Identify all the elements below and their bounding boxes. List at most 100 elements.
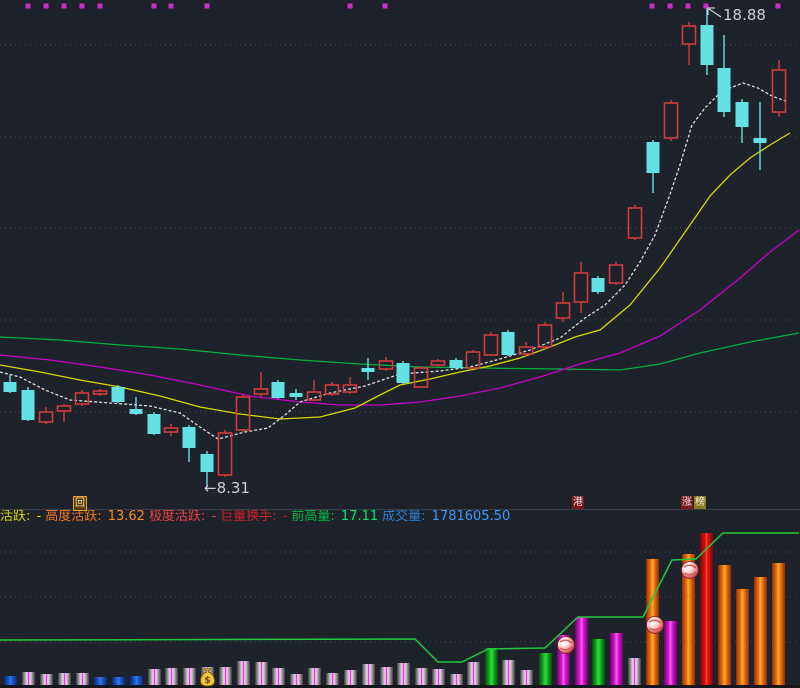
chart-marker-港: 港 — [572, 496, 584, 509]
volume-bar-gray — [165, 668, 178, 686]
volume-bar-magenta — [664, 621, 677, 686]
volume-bar-gray — [432, 669, 445, 686]
candle — [518, 342, 534, 357]
volume-bar-green — [539, 653, 552, 686]
signal-dot — [25, 3, 31, 9]
volume-bar-blue — [130, 676, 143, 686]
signal-dot — [151, 3, 157, 9]
signal-dot — [79, 3, 85, 9]
volume-bar-orange — [772, 563, 785, 686]
indicator-segment: 巨量换手: - — [220, 510, 289, 524]
candle — [396, 361, 410, 384]
signal-dot — [667, 3, 673, 9]
candle — [289, 389, 303, 400]
indicator-label: 巨量换手: — [220, 510, 277, 524]
volume-bar-gray — [362, 664, 375, 686]
volume-bar-gray — [502, 660, 515, 686]
low-price-label: ←8.31 — [204, 479, 250, 497]
candle — [700, 8, 714, 75]
indicator-segment: 高度活跃: 13.62 — [45, 510, 147, 524]
candle — [200, 451, 214, 487]
volume-bar-blue — [4, 676, 17, 686]
candle — [646, 140, 660, 193]
indicator-value: - — [32, 510, 42, 524]
candle — [342, 377, 358, 394]
candle — [111, 385, 125, 403]
indicator-segment: 活跃: - — [0, 510, 43, 524]
volume-bar-gray — [272, 668, 285, 686]
candle — [681, 22, 697, 65]
volume-ma-line — [0, 532, 799, 663]
svg-text:$: $ — [204, 676, 210, 686]
signal-dot — [685, 3, 691, 9]
volume-bar-gray — [290, 674, 303, 686]
chart-marker-回: 回 — [73, 496, 87, 511]
high-price-label: 18.88 — [723, 6, 766, 24]
indicator-value: - — [278, 510, 288, 524]
signal-dot — [649, 3, 655, 9]
indicator-label: 活跃: — [0, 510, 31, 524]
candle — [627, 205, 643, 240]
candle — [129, 397, 143, 415]
signal-dot — [43, 3, 49, 9]
signal-dot — [61, 3, 67, 9]
volume-bar-gray — [237, 661, 250, 686]
ma-green — [0, 332, 800, 371]
volume-bar-gray — [380, 667, 393, 686]
candle — [465, 350, 481, 369]
volume-bar-gray — [148, 669, 161, 686]
candle — [217, 430, 233, 477]
indicator-value: - — [207, 510, 217, 524]
candle — [92, 389, 108, 396]
indicator-segment: 前高量: 17.11 — [291, 510, 380, 524]
volume-bar-gray — [219, 667, 232, 686]
high-arrow-line — [708, 8, 722, 18]
candle — [306, 380, 322, 401]
candle — [501, 330, 515, 356]
volume-bar-magenta — [610, 633, 623, 686]
signal-dot — [347, 3, 353, 9]
candle — [753, 102, 767, 170]
candle — [3, 375, 17, 393]
candle — [147, 412, 161, 435]
volume-bar-gray — [76, 673, 89, 686]
ball-marker — [681, 561, 699, 579]
indicator-label: 高度活跃: — [45, 510, 102, 524]
moneybag-icon: $ — [199, 667, 216, 687]
candle — [591, 276, 605, 294]
volume-bar-gray — [255, 662, 268, 686]
candle — [430, 359, 446, 367]
volume-indicator-text-row: 活跃: - 高度活跃: 13.62 极度活跃: - 巨量换手: - 前高量: 17.11… — [0, 510, 800, 524]
indicator-segment: 极度活跃: - — [149, 510, 218, 524]
volume-bar-gray — [308, 668, 321, 686]
volume-bar-gray — [344, 670, 357, 686]
volume-bar-blue — [112, 677, 125, 686]
ball-marker — [557, 636, 575, 654]
candle — [182, 425, 196, 462]
signal-dot — [204, 3, 210, 9]
pane-separator — [0, 509, 800, 510]
volume-bar-gray — [450, 674, 463, 686]
ma-yellow — [0, 132, 791, 420]
indicator-segment: 成交量: 1781605.50 — [382, 510, 512, 524]
candle — [771, 60, 787, 117]
chart-marker-榜: 榜 — [694, 496, 706, 509]
candle — [608, 262, 624, 285]
signal-dot — [168, 3, 174, 9]
volume-bar-gray — [183, 668, 196, 686]
volume-bar-gray — [415, 668, 428, 686]
ma-white — [0, 82, 789, 440]
volume-bar-gray — [22, 672, 35, 686]
candle — [74, 390, 90, 406]
volume-bar-gray — [628, 658, 641, 686]
candle — [378, 357, 394, 371]
volume-bar-green — [485, 648, 498, 686]
indicator-label: 前高量: — [291, 510, 335, 524]
candle — [253, 372, 269, 397]
volume-bar-orange — [736, 589, 749, 686]
candle — [555, 292, 571, 322]
volume-bar-orange — [754, 577, 767, 686]
volume-bar-orange — [718, 565, 731, 686]
candle — [537, 322, 553, 349]
